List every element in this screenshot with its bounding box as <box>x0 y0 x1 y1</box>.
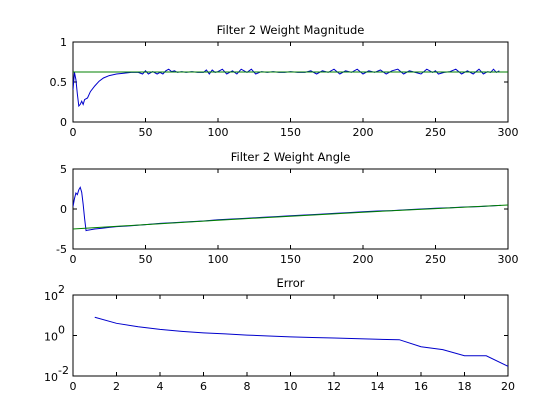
x-tick-label: 100 <box>208 126 229 139</box>
y-tick-label: 10-2 <box>44 364 69 384</box>
series-line-1 <box>73 68 500 108</box>
series-line-2 <box>73 204 508 230</box>
x-tick-label: 0 <box>70 380 77 393</box>
x-tick-label: 16 <box>414 380 428 393</box>
y-tick-label: 5 <box>60 163 67 176</box>
y-tick-label-exponent: -2 <box>58 364 69 377</box>
x-tick-label: 150 <box>280 253 301 266</box>
y-tick-label: 0 <box>60 203 67 216</box>
chart-title: Filter 2 Weight Angle <box>231 150 351 164</box>
chart-1: Filter 2 Weight Magnitude 0 50 100 150 200 250… <box>50 23 519 139</box>
y-tick-label: 100 <box>44 324 65 344</box>
y-tick-label: -5 <box>56 243 67 256</box>
x-tick-label: 12 <box>327 380 341 393</box>
chart-title: Error <box>276 276 304 290</box>
plot-frame <box>72 294 509 377</box>
x-tick-label: 200 <box>353 126 374 139</box>
x-tick-label: 2 <box>113 380 120 393</box>
x-tick-label: 6 <box>200 380 207 393</box>
x-tick-label: 100 <box>208 253 229 266</box>
y-tick-label-exponent: 2 <box>58 283 65 296</box>
x-tick-label: 0 <box>70 253 77 266</box>
y-tick-label: 1 <box>60 36 67 49</box>
x-tick-label: 250 <box>425 253 446 266</box>
y-tick-label: 0.5 <box>50 76 68 89</box>
x-tick-label: 150 <box>280 126 301 139</box>
x-tick-label: 200 <box>353 253 374 266</box>
x-tick-label: 8 <box>244 380 251 393</box>
chart-title: Filter 2 Weight Magnitude <box>217 23 365 37</box>
x-tick-label: 300 <box>498 126 519 139</box>
x-tick-label: 50 <box>139 253 153 266</box>
x-tick-label: 20 <box>501 380 515 393</box>
x-tick-label: 10 <box>284 380 298 393</box>
plot-frame <box>72 41 509 123</box>
x-tick-label: 50 <box>139 126 153 139</box>
y-tick-label-base: 10 <box>44 371 58 384</box>
series-line-1 <box>94 316 508 367</box>
y-tick-label-exponent: 0 <box>58 324 65 337</box>
x-tick-label: 18 <box>458 380 472 393</box>
y-tick-label-base: 10 <box>44 331 58 344</box>
x-tick-label: 14 <box>371 380 385 393</box>
x-tick-label: 300 <box>498 253 519 266</box>
x-tick-label: 4 <box>157 380 164 393</box>
plot-frame <box>72 168 509 250</box>
y-tick-label: 0 <box>60 116 67 129</box>
y-tick-label: 102 <box>44 283 65 303</box>
y-tick-label-base: 10 <box>44 290 58 303</box>
x-tick-label: 0 <box>70 126 77 139</box>
x-tick-label: 250 <box>425 126 446 139</box>
